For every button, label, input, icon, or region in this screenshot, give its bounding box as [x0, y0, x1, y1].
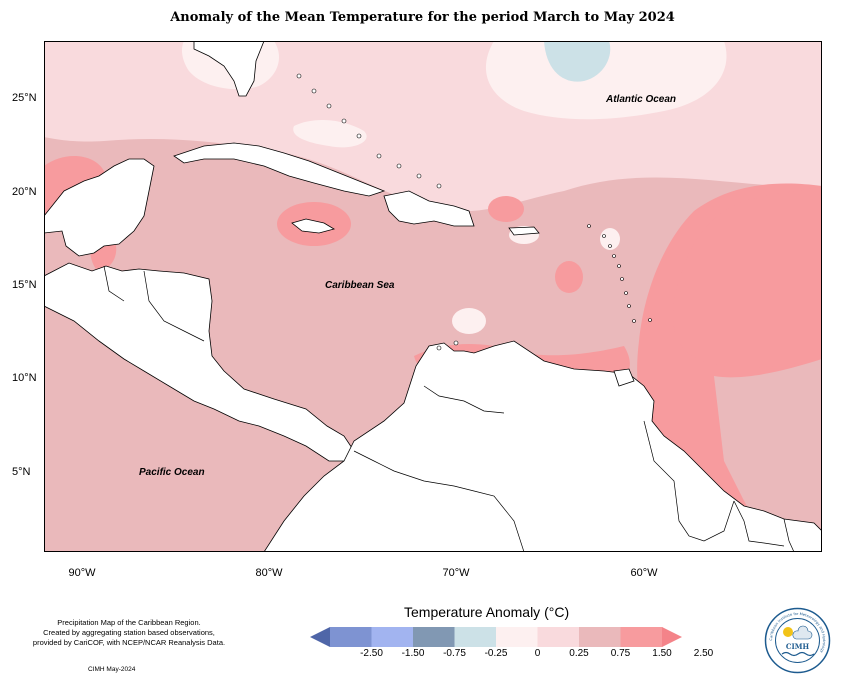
- land-jamaica: [291, 218, 336, 234]
- label-atlantic-ocean: Atlantic Ocean: [606, 94, 677, 105]
- land-trinidad: [613, 368, 635, 387]
- y-axis-label-20n: 20°N: [12, 186, 37, 198]
- legend-swatch: [620, 627, 663, 647]
- legend-tick-label: 2.50: [693, 648, 714, 659]
- legend-swatch: [537, 627, 580, 647]
- logo-label: CIMH: [786, 642, 810, 651]
- x-axis-label-70w: 70°W: [442, 567, 470, 579]
- anomaly-neutral-region: [485, 41, 727, 120]
- legend-tick-label: 0: [534, 648, 541, 659]
- legend-tick-label: 1.50: [652, 648, 672, 659]
- y-axis-label-25n: 25°N: [12, 92, 37, 104]
- map-frame: [44, 41, 822, 552]
- legend-tick-label: -0.75: [443, 648, 466, 659]
- legend-title: Temperature Anomaly (°C): [404, 604, 570, 620]
- map-title: Anomaly of the Mean Temperature for the …: [170, 10, 675, 25]
- sun-icon: [783, 627, 793, 637]
- credits-line-2: Created by aggregating station based obs…: [43, 628, 215, 637]
- temperature-anomaly-map: [44, 41, 822, 552]
- legend-swatch-under: [310, 627, 330, 647]
- wave-icon: [781, 651, 815, 657]
- land-central-america: [44, 262, 355, 462]
- anomaly-cool-region: [544, 41, 611, 82]
- legend-tick-label: -0.25: [484, 648, 508, 659]
- country-borders: [103, 265, 795, 552]
- x-axis-label-90w: 90°W: [68, 567, 96, 579]
- credits-line-1: Precipitation Map of the Caribbean Regio…: [57, 618, 201, 627]
- land-puerto-rico: [508, 226, 540, 236]
- y-axis-label-15n: 15°N: [12, 279, 37, 291]
- legend-tick-label: -1.50: [401, 648, 425, 659]
- cloud-icon: [792, 625, 813, 640]
- legend-swatch: [413, 627, 455, 647]
- legend-swatch: [579, 627, 621, 647]
- legend-swatch: [496, 627, 538, 647]
- land-yucatan: [44, 158, 155, 276]
- small-islands: [296, 73, 652, 351]
- anomaly-neutral-patch: [293, 119, 367, 148]
- land-masses: [44, 41, 822, 552]
- legend-tick-label: 0.75: [610, 648, 631, 659]
- y-axis-label-10n: 10°N: [12, 372, 37, 384]
- credits-block: Precipitation Map of the Caribbean Regio…: [10, 618, 248, 648]
- label-caribbean-sea: Caribbean Sea: [325, 280, 395, 291]
- legend-swatch: [454, 627, 497, 647]
- legend-swatch: [371, 627, 414, 647]
- land-florida: [193, 41, 265, 97]
- land-cuba: [173, 142, 386, 197]
- x-axis-label-80w: 80°W: [255, 567, 283, 579]
- legend-tick-label: -2.50: [360, 648, 383, 659]
- credits-line-3: provided by CariCOF, with NCEP/NCAR Rean…: [32, 638, 226, 647]
- credits-footer: CIMH May-2024: [88, 666, 136, 673]
- legend-swatch-over: [662, 627, 682, 647]
- legend-color-bar: [310, 627, 682, 647]
- label-pacific-ocean: Pacific Ocean: [139, 467, 205, 478]
- legend-tick-label: 0.25: [569, 648, 589, 659]
- land-south-america: [263, 340, 822, 552]
- map-panel: [44, 41, 822, 552]
- cimh-logo: CIMH Caribbean Institute for Meteorology…: [764, 607, 831, 674]
- y-axis-label-5n: 5°N: [12, 466, 31, 478]
- x-axis-label-60w: 60°W: [630, 567, 658, 579]
- land-hispaniola: [383, 190, 475, 227]
- legend-swatch: [330, 627, 372, 647]
